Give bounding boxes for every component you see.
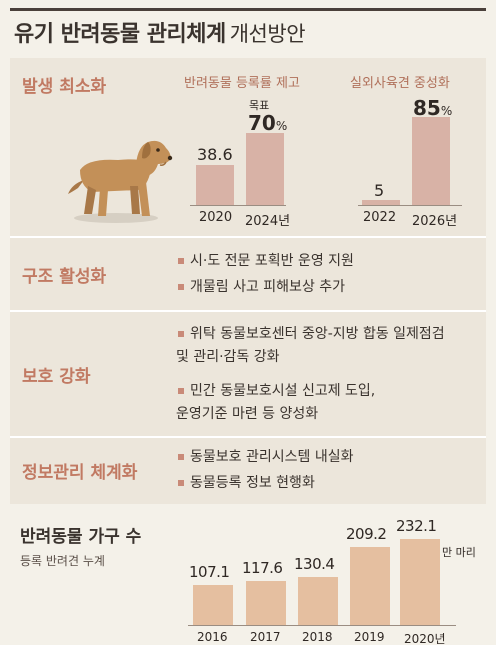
- divider-1: [10, 236, 486, 238]
- chart1-bar-2020: [196, 165, 234, 205]
- square-bullet-icon: [178, 284, 184, 290]
- chart2-value-2026-pct: %: [440, 104, 453, 118]
- chart3-unit: 만 마리: [442, 546, 476, 559]
- section-label-rescue: 구조 활성화: [22, 267, 107, 287]
- info-bullet-2: 동물등록 정보 현행화: [190, 475, 315, 491]
- chart3-bar-2017: [246, 581, 286, 625]
- section-label-protect: 보호 강화: [22, 367, 91, 387]
- chart1-tick-2024: 2024년: [245, 214, 291, 229]
- chart2-value-2026-num: 85: [413, 96, 441, 120]
- page-title: 유기 반려동물 관리체계 개선방안: [14, 16, 306, 48]
- protect-bullet-2a: 민간 동물보호시설 신고제 도입,: [190, 383, 376, 399]
- title-bar: 유기 반려동물 관리체계 개선방안: [0, 0, 496, 54]
- rescue-bullet-2: 개물림 사고 피해보상 추가: [190, 279, 346, 295]
- protect-bullet-2b: 운영기준 마련 등 양성화: [176, 406, 319, 422]
- chart2-title: 실외사육견 중성화: [350, 76, 450, 91]
- chart3-bar-2019: [350, 547, 390, 625]
- square-bullet-icon: [178, 454, 184, 460]
- chart1-value-2024: 70%: [248, 111, 287, 135]
- chart1-annotation: 목표: [249, 99, 270, 112]
- chart2-bar-2026: [412, 117, 450, 205]
- chart3-axis: [188, 625, 456, 626]
- chart2-value-2026: 85%: [413, 96, 452, 120]
- chart1-value-2024-num: 70: [248, 111, 276, 135]
- section-rescue: [10, 238, 486, 310]
- chart1-tick-2020: 2020: [199, 210, 233, 225]
- divider-2: [10, 310, 486, 312]
- chart1-bar-2024: [246, 132, 284, 205]
- dog-icon: [68, 140, 173, 223]
- chart3-subtitle: 등록 반려견 누계: [20, 554, 105, 568]
- chart3-title: 반려동물 가구 수: [20, 527, 142, 547]
- square-bullet-icon: [178, 480, 184, 486]
- chart1-value-2020: 38.6: [197, 145, 233, 164]
- chart2-bar-2022: [362, 199, 400, 205]
- chart2-tick-2022: 2022: [363, 210, 397, 225]
- title-rule: [10, 8, 486, 11]
- chart3-bar-2016: [193, 585, 233, 625]
- chart2-axis: [358, 205, 462, 206]
- chart3-value-2019: 209.2: [346, 525, 387, 544]
- chart3-tick-2020년: 2020년: [404, 632, 446, 645]
- section-info: [10, 438, 486, 504]
- chart1-axis: [190, 205, 286, 206]
- section-protect: [10, 312, 486, 436]
- protect-bullet-1a: 위탁 동물보호센터 중앙-지방 합동 일제점검: [190, 326, 445, 342]
- chart3-value-2018: 130.4: [294, 554, 335, 573]
- page-subtitle: 개선방안: [229, 22, 306, 46]
- protect-bullet-1b: 및 관리·감독 강화: [176, 349, 280, 365]
- info-bullet-1: 동물보호 관리시스템 내실화: [190, 449, 354, 465]
- chart3-tick-2016: 2016: [197, 630, 228, 644]
- chart1-title: 반려동물 등록률 제고: [184, 76, 300, 91]
- chart1-value-2024-pct: %: [275, 119, 288, 133]
- rescue-bullet-1: 시·도 전문 포획반 운영 지원: [190, 253, 354, 269]
- chart3-tick-2019: 2019: [354, 630, 385, 644]
- section-label-info: 정보관리 체계화: [22, 463, 138, 483]
- chart2-value-2022: 5: [374, 181, 385, 200]
- section-label-reduce: 발생 최소화: [22, 77, 107, 97]
- chart3-bar-2020년: [400, 539, 440, 625]
- chart3-value-2017: 117.6: [242, 559, 283, 578]
- chart3-tick-2018: 2018: [302, 630, 333, 644]
- title-text: 유기 반려동물 관리체계: [14, 22, 226, 47]
- chart2-tick-2026: 2026년: [412, 214, 458, 229]
- chart3-bar-2018: [298, 576, 338, 625]
- chart3-tick-2017: 2017: [250, 630, 281, 644]
- chart3-value-2020년: 232.1: [396, 517, 437, 535]
- square-bullet-icon: [178, 258, 184, 264]
- square-bullet-icon: [178, 331, 184, 337]
- chart3-value-2016: 107.1: [189, 563, 230, 582]
- divider-3: [10, 436, 486, 438]
- square-bullet-icon: [178, 388, 184, 394]
